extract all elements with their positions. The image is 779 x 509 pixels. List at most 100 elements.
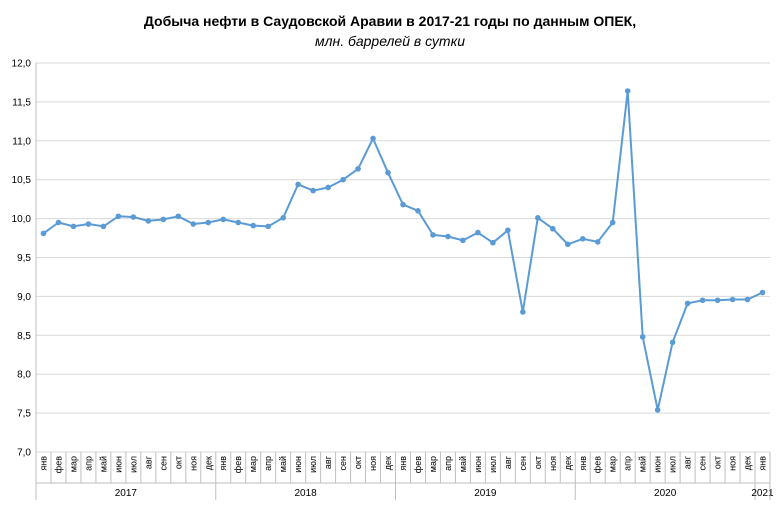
month-label: ноя <box>188 456 198 471</box>
month-label: июл <box>668 456 678 473</box>
month-label: дек <box>383 456 393 470</box>
data-point <box>100 223 107 230</box>
month-label: апр <box>443 456 453 471</box>
year-label: 2017 <box>115 488 138 499</box>
data-point <box>265 223 271 230</box>
y-tick-label: 8,0 <box>17 370 31 381</box>
month-label: фев <box>593 456 603 473</box>
month-label: окт <box>533 456 543 469</box>
y-tick-label: 8,5 <box>17 331 31 342</box>
month-label: дек <box>743 456 753 470</box>
data-point <box>579 236 586 242</box>
data-point <box>220 216 227 223</box>
data-point <box>145 218 152 224</box>
month-label: авг <box>503 455 513 469</box>
month-label: окт <box>713 456 723 469</box>
month-label: апр <box>623 456 633 471</box>
x-axis: янв фев мар апр май июн июл авг сен окт ноя дек янв ф… <box>35 452 774 500</box>
data-point <box>310 187 316 194</box>
month-label: янв <box>218 456 228 471</box>
year-label: 2018 <box>295 488 318 499</box>
data-point <box>175 213 182 220</box>
y-tick-label: 7,0 <box>17 448 31 459</box>
month-label: дек <box>563 456 573 470</box>
data-point <box>355 166 361 172</box>
month-label: июн <box>293 456 303 473</box>
month-label: янв <box>758 456 768 471</box>
month-label: июн <box>473 456 483 473</box>
chart-subtitle: млн. баррелей в сутки <box>315 33 465 49</box>
month-label: фев <box>233 456 243 473</box>
gridlines <box>36 62 770 453</box>
month-label: мар <box>608 456 618 472</box>
data-point <box>535 215 541 221</box>
data-point <box>684 300 691 307</box>
data-point <box>430 232 436 238</box>
month-label: июл <box>128 456 138 473</box>
data-point <box>385 169 391 176</box>
month-label: сен <box>518 456 528 471</box>
month-label: апр <box>83 456 93 471</box>
y-tick-label: 10,0 <box>12 214 32 225</box>
data-point <box>759 289 766 296</box>
data-point <box>250 222 257 229</box>
y-tick-label: 9,5 <box>17 253 31 264</box>
y-tick-label: 9,0 <box>17 292 31 303</box>
month-label: май <box>98 456 108 472</box>
y-axis: 7,0 7,5 8,0 8,5 9,0 9,5 10,0 10,5 11,0 11,5 12,0 <box>12 59 37 459</box>
month-label: мар <box>428 456 438 472</box>
data-point <box>115 213 122 220</box>
series-line <box>42 90 763 411</box>
y-tick-label: 12,0 <box>12 59 32 70</box>
month-label: мар <box>248 456 258 472</box>
month-label: янв <box>398 456 408 471</box>
month-label: ноя <box>368 456 378 471</box>
data-point <box>370 135 376 142</box>
data-point <box>325 184 331 191</box>
data-point <box>475 229 481 236</box>
month-label: авг <box>323 455 333 469</box>
data-point <box>714 297 721 304</box>
data-point <box>445 233 451 240</box>
month-label: июн <box>113 456 123 473</box>
data-point <box>594 239 601 245</box>
month-label: июн <box>653 456 663 473</box>
data-point <box>235 219 242 226</box>
data-point <box>564 241 571 248</box>
y-tick-label: 10,5 <box>12 175 32 186</box>
data-point <box>340 176 346 183</box>
month-label: май <box>638 456 648 472</box>
month-label: июл <box>308 456 318 473</box>
month-label: ноя <box>728 456 738 471</box>
data-point <box>624 88 631 94</box>
data-point <box>160 216 167 223</box>
month-label: июл <box>488 456 498 473</box>
data-point <box>549 225 556 232</box>
data-point <box>190 221 197 227</box>
month-label: янв <box>578 456 588 471</box>
month-label: окт <box>353 456 363 469</box>
month-label: фев <box>413 456 423 473</box>
month-label: ноя <box>548 456 558 471</box>
month-label: сен <box>338 456 348 471</box>
y-tick-label: 11,5 <box>12 97 31 108</box>
data-point <box>130 214 137 220</box>
data-point <box>654 407 661 413</box>
data-point <box>699 297 706 304</box>
year-label: 2020 <box>654 488 677 499</box>
y-tick-label: 7,5 <box>17 409 31 420</box>
series-layer <box>40 88 766 413</box>
data-point <box>70 223 77 230</box>
month-label: сен <box>158 456 168 471</box>
data-point <box>400 201 406 208</box>
month-label: мар <box>68 456 78 472</box>
month-label: авг <box>683 455 693 469</box>
data-point <box>85 221 92 227</box>
data-point <box>490 239 496 246</box>
data-point <box>744 296 751 303</box>
data-point <box>520 309 526 315</box>
data-point <box>40 230 47 237</box>
data-point <box>639 334 646 340</box>
data-point <box>55 219 62 226</box>
